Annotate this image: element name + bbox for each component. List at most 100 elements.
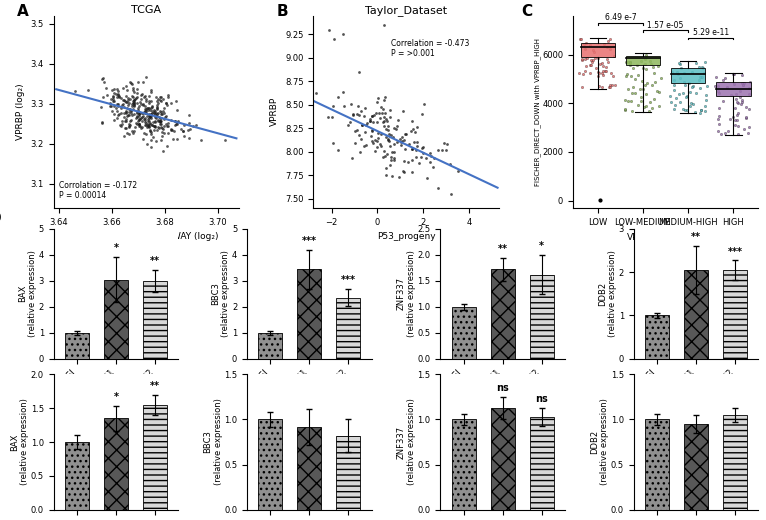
Point [143, 120, 155, 128]
Point [356, 121, 368, 129]
Point [599, 67, 611, 75]
Point [573, 69, 585, 77]
Point [693, 62, 705, 71]
Point [141, 104, 153, 112]
Point [600, 63, 612, 71]
Point [131, 120, 143, 128]
Point [131, 109, 143, 117]
Point [160, 99, 172, 107]
Point [728, 116, 741, 124]
Point [676, 88, 689, 97]
Point [360, 121, 372, 129]
Point [106, 95, 118, 103]
Text: *: * [539, 241, 544, 251]
Point [123, 99, 136, 108]
Point [672, 70, 684, 78]
Point [166, 126, 178, 134]
Point [137, 101, 149, 110]
Point [149, 117, 161, 125]
Point [125, 115, 137, 124]
Point [674, 98, 686, 107]
Point [416, 110, 428, 118]
Point [332, 93, 344, 101]
Point [351, 110, 363, 118]
Point [171, 118, 183, 126]
Point [597, 67, 609, 75]
Point [696, 73, 708, 81]
Point [382, 135, 394, 144]
Point [744, 78, 756, 86]
Point [586, 58, 598, 67]
Point [144, 106, 156, 114]
Point [106, 93, 119, 101]
Point [634, 93, 647, 101]
Point [69, 87, 81, 95]
Point [686, 100, 699, 108]
Point [145, 112, 157, 121]
Point [118, 96, 130, 104]
Text: Correlation = -0.473
P = >0.001: Correlation = -0.473 P = >0.001 [391, 38, 470, 58]
Point [148, 126, 160, 135]
Text: C: C [521, 4, 532, 19]
Point [131, 108, 143, 116]
Point [121, 112, 133, 121]
Point [696, 62, 708, 71]
Point [396, 137, 408, 145]
Point [111, 84, 123, 93]
Point [152, 94, 164, 102]
Point [123, 122, 136, 130]
Point [150, 93, 162, 101]
Point [637, 64, 650, 72]
Point [137, 112, 149, 120]
Point [609, 81, 621, 89]
Point [125, 79, 137, 87]
Point [395, 137, 408, 146]
Point [597, 71, 610, 80]
Point [374, 114, 386, 122]
Point [355, 135, 367, 143]
Point [122, 101, 134, 109]
Point [742, 128, 755, 137]
Point [117, 100, 129, 108]
Point [427, 163, 439, 171]
Point [328, 35, 340, 43]
Point [110, 90, 122, 98]
Point [589, 54, 601, 62]
Point [699, 101, 712, 110]
Point [424, 158, 436, 166]
Point [678, 78, 690, 86]
Point [172, 117, 185, 125]
Point [130, 113, 142, 122]
Point [353, 68, 365, 76]
Point [697, 63, 709, 72]
Point [138, 115, 150, 123]
Point [382, 136, 394, 144]
Point [155, 124, 168, 133]
Point [155, 120, 167, 128]
Point [165, 125, 178, 133]
Point [734, 93, 746, 101]
Point [135, 90, 147, 99]
Point [133, 110, 146, 118]
Point [701, 82, 713, 90]
Point [129, 94, 142, 102]
Point [126, 126, 139, 135]
Point [408, 138, 421, 146]
Y-axis label: DDB2
(relative expression): DDB2 (relative expression) [597, 250, 617, 337]
Point [125, 109, 137, 117]
Point [349, 127, 361, 135]
Point [619, 105, 631, 113]
Point [157, 107, 169, 115]
Point [345, 100, 357, 108]
Point [125, 107, 137, 115]
Point [115, 122, 127, 131]
Point [150, 126, 162, 134]
Point [126, 97, 139, 106]
Point [133, 122, 146, 130]
Point [730, 95, 742, 103]
Point [719, 74, 731, 83]
Point [388, 148, 400, 156]
Point [367, 139, 379, 147]
Point [152, 112, 165, 121]
Point [149, 106, 161, 114]
